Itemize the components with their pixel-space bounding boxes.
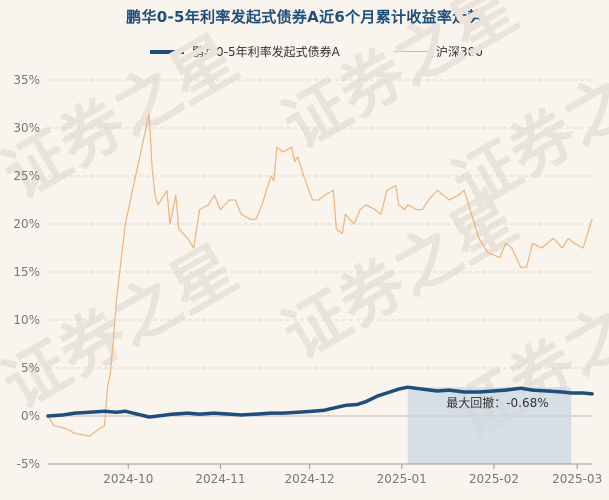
chart-title: 鹏华0-5年利率发起式债券A近6个月累计收益率走势	[126, 8, 483, 26]
y-tick-label: 30%	[13, 121, 40, 135]
legend-item-index[interactable]: 沪深300	[394, 43, 483, 60]
x-tick-label: 2025-02	[469, 472, 519, 486]
watermark-text: 证券之星	[271, 182, 530, 374]
drawdown-rect	[407, 387, 572, 464]
max-drawdown-label: 最大回撤：-0.68%	[446, 395, 548, 410]
y-tick-label: 15%	[13, 265, 40, 279]
x-tick-label: 2024-10	[103, 472, 153, 486]
y-tick-label: -5%	[17, 457, 40, 471]
y-tick-label: 25%	[13, 169, 40, 183]
x-tick-label: 2025-03	[552, 472, 602, 486]
watermark-text: 证券之星	[0, 232, 250, 424]
y-tick-label: 35%	[13, 73, 40, 87]
legend-swatch-fund	[150, 49, 184, 54]
series-lines	[46, 113, 594, 437]
y-tick-label: 0%	[21, 409, 40, 423]
x-axis-ticks: 2024-10 2024-11 2024-12 2025-01 2025-02 2025-…	[48, 463, 602, 486]
drawdown-region	[407, 387, 572, 464]
x-tick-label: 2024-12	[285, 472, 335, 486]
y-tick-label: 5%	[21, 361, 40, 375]
watermark-text: 证券之星	[0, 22, 250, 214]
legend-swatch-index	[394, 50, 428, 53]
y-tick-label: 20%	[13, 217, 40, 231]
series-line-index	[47, 113, 593, 437]
x-tick-label: 2024-11	[195, 472, 245, 486]
legend-label-fund: 鹏华0-5年利率发起式债券A	[192, 45, 340, 59]
y-axis-ticks: 35% 30% 25% 20% 15% 10% 5% 0% -5%	[13, 73, 40, 471]
x-tick-label: 2025-01	[377, 472, 427, 486]
legend-item-fund[interactable]: 鹏华0-5年利率发起式债券A	[150, 43, 340, 60]
legend: 鹏华0-5年利率发起式债券A 沪深300	[0, 43, 609, 61]
series-line-fund	[46, 385, 594, 419]
legend-label-index: 沪深300	[436, 45, 483, 59]
annotation: 最大回撤：-0.68%	[446, 395, 548, 410]
y-tick-label: 10%	[13, 313, 40, 327]
